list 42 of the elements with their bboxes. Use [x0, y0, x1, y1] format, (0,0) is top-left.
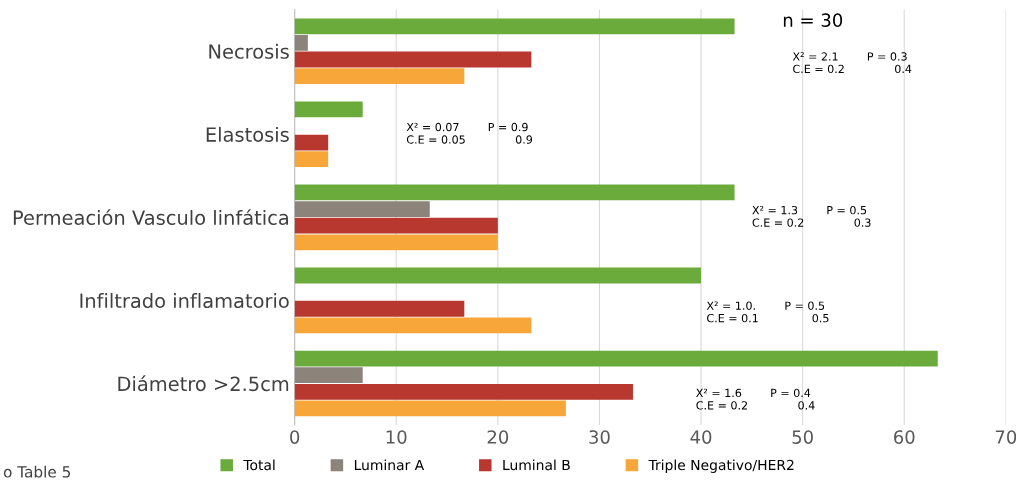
- bar: [294, 217, 498, 234]
- bar: [294, 35, 308, 51]
- y-tick-label: Permeación Vasculo linfática: [13, 209, 289, 226]
- x-tick-label: 70: [995, 430, 1016, 444]
- x-tick-label: 20: [487, 430, 509, 444]
- bar: [294, 151, 329, 168]
- y-tick-label: Necrosis: [209, 43, 289, 59]
- legend-label: Luminar A: [354, 459, 425, 471]
- x-tick-label: 30: [589, 430, 610, 444]
- bar: [294, 201, 430, 217]
- x-tick-label: 0: [290, 430, 300, 444]
- y-tick-label: Diámetro >2.5cm: [118, 375, 289, 392]
- bar: [294, 184, 735, 201]
- bar: [294, 51, 532, 68]
- x-tick-label: 10: [386, 430, 407, 444]
- x-tick-label: 60: [894, 430, 915, 444]
- bar: [294, 18, 735, 35]
- text: o Table 5: [3, 465, 71, 478]
- bar: [294, 234, 498, 251]
- annotation: X² = 1.0. P = 0.5 C.E = 0.1 0.5: [706, 301, 829, 323]
- legend-label: Triple Negativo/HER2: [648, 459, 794, 473]
- bar: [294, 350, 938, 367]
- x-tick-label: 50: [792, 430, 813, 444]
- bar: [294, 68, 465, 85]
- bar: [294, 367, 363, 384]
- annotation: X² = 1.6 P = 0.4 C.E = 0.2 0.4: [696, 388, 815, 410]
- annotation: X² = 1.3 P = 0.5 C.E = 0.2 0.3: [752, 205, 871, 227]
- legend-label: Total: [243, 459, 275, 471]
- bar: [294, 300, 465, 317]
- y-tick-label: Elastosis: [206, 126, 289, 142]
- bar: [294, 134, 329, 151]
- annotation: X² = 2.1 P = 0.3 C.E = 0.2 0.4: [792, 52, 912, 74]
- bar: [294, 383, 633, 400]
- bar: [294, 317, 532, 334]
- x-tick-label: 40: [690, 430, 712, 444]
- annotation: n = 30: [783, 13, 843, 27]
- annotation: X² = 0.07 P = 0.9 C.E = 0.05 0.9: [406, 122, 533, 144]
- bar: [294, 101, 363, 118]
- bar: [294, 267, 702, 284]
- bar: [294, 400, 566, 417]
- y-tick-label: Infiltrado inflamatorio: [80, 293, 289, 309]
- legend-label: Luminal B: [503, 459, 570, 471]
